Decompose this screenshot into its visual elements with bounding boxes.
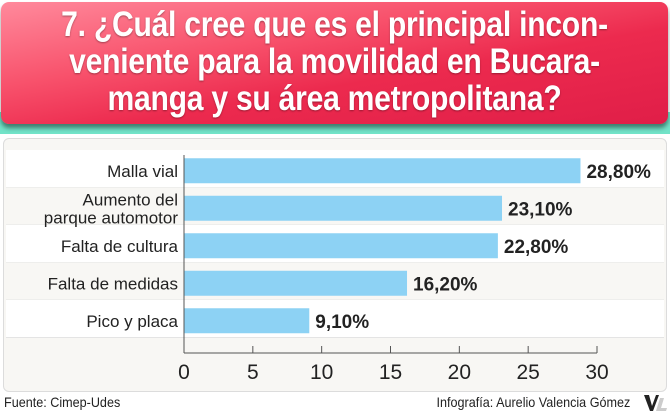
x-tick-label: 20 (448, 361, 471, 384)
category-label: Pico y placa (86, 312, 178, 331)
value-label: 9,10% (315, 312, 369, 333)
credit-note: Infografía: Aurelio Valencia Gómez (436, 394, 630, 410)
x-tick-label: 0 (178, 361, 190, 384)
x-tick-label: 10 (310, 361, 333, 384)
chart-title: 7. ¿Cuál cree que es el principal incon-… (48, 6, 622, 117)
bar (184, 308, 310, 334)
bar (184, 158, 581, 184)
title-line: veniente para la movilidad en Bucara- (69, 42, 600, 81)
category-label: Aumento del (83, 190, 178, 209)
title-line: manga y su área metropolitana? (107, 79, 562, 118)
category-label: parque automotor (44, 208, 179, 227)
bar (184, 270, 408, 296)
x-tick-label: 30 (585, 361, 608, 384)
title-line: 7. ¿Cuál cree que es el principal incon- (61, 5, 608, 44)
value-label: 16,20% (413, 274, 478, 295)
bar (184, 233, 498, 259)
x-tick-label: 15 (379, 361, 402, 384)
category-label: Malla vial (107, 162, 178, 181)
value-label: 23,10% (508, 199, 573, 220)
x-tick-label: 5 (247, 361, 259, 384)
value-label: 22,80% (504, 237, 569, 258)
x-tick-label: 25 (516, 361, 539, 384)
category-label: Falta de medidas (48, 274, 178, 293)
row-stripe (6, 300, 664, 338)
category-label: Falta de cultura (61, 237, 179, 256)
source-note: Fuente: Cimep-Udes (4, 394, 121, 410)
title-banner: 7. ¿Cuál cree que es el principal incon-… (1, 2, 668, 124)
value-label: 28,80% (586, 162, 651, 183)
bar (184, 195, 503, 221)
vl-logo (644, 395, 667, 411)
